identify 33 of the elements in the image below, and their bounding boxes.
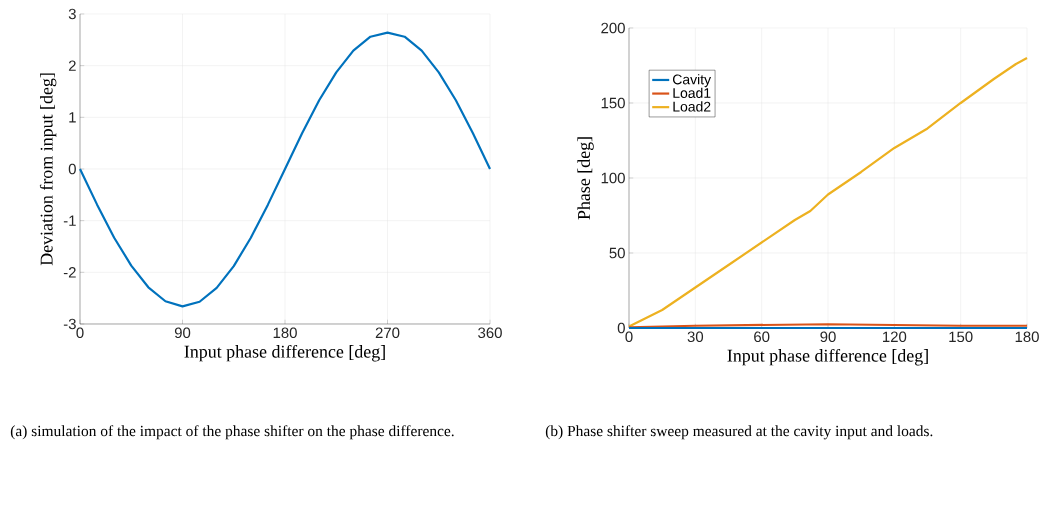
y-tick-label: 100 [601, 172, 625, 184]
y-tick-label: 2 [68, 60, 76, 71]
y-tick-label: -1 [63, 215, 76, 226]
x-axis-title: Input phase difference [deg] [727, 348, 928, 366]
y-tick-label: 0 [68, 163, 76, 175]
x-axis-title: Input phase difference [deg] [184, 344, 385, 362]
line-series [78, 31, 492, 308]
x-tick-label: 360 [478, 327, 502, 339]
y-tick-label: 1 [69, 112, 76, 123]
x-tick-label: 30 [687, 331, 704, 343]
y-tick-label: -2 [63, 267, 76, 278]
x-tick-label: 180 [273, 327, 297, 339]
legend-label: Cavity [673, 74, 712, 88]
x-tick-label: 180 [1015, 331, 1039, 343]
x-tick-label: 0 [76, 327, 84, 339]
text: (b) Phase shifter sweep measured at the cavity input and loads. [545, 425, 933, 440]
y-tick-label: 3 [68, 8, 76, 20]
x-tick-label: 120 [883, 331, 907, 343]
y-tick-label: 150 [601, 97, 625, 109]
x-tick-label: 90 [820, 331, 836, 343]
legend-label: Load2 [673, 101, 711, 112]
legend-label: Load1 [673, 87, 711, 99]
y-axis-title: Deviation from input [deg] [39, 73, 57, 266]
y-tick-label: 200 [601, 22, 625, 34]
y-tick-label: 50 [609, 247, 625, 259]
x-tick-label: 60 [754, 331, 770, 343]
x-tick-label: 0 [625, 331, 633, 343]
x-tick-label: 90 [174, 327, 191, 339]
x-tick-label: 150 [949, 331, 973, 343]
y-axis-title: Phase [deg] [577, 137, 594, 220]
text: (a) simulation of the impact of the phase shifter on the phase difference. [10, 425, 454, 440]
y-tick-label: -3 [63, 318, 76, 330]
x-tick-label: 270 [375, 327, 400, 339]
